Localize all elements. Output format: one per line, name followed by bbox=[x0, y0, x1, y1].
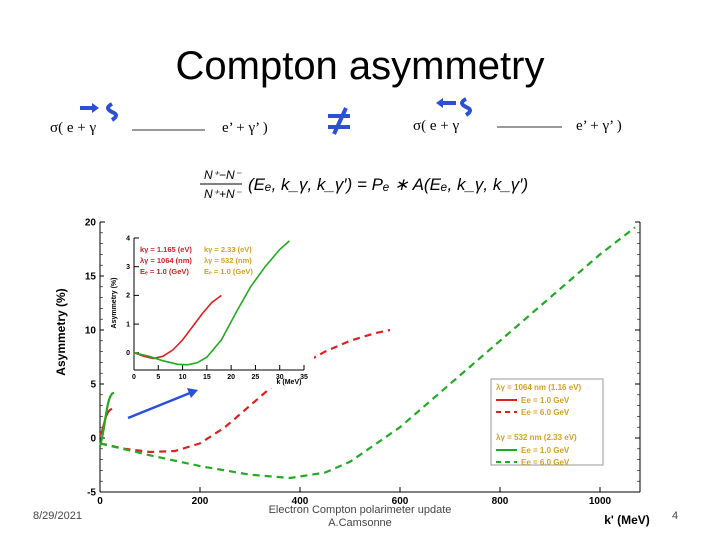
helicity-icon-left bbox=[80, 102, 118, 122]
footer-page-number: 4 bbox=[672, 510, 679, 522]
inset-xtick-label: 30 bbox=[276, 374, 284, 381]
inset-series-red bbox=[133, 294, 222, 360]
inset-xtick-label: 5 bbox=[156, 374, 160, 381]
main-xtick-label: 0 bbox=[97, 496, 103, 507]
footer-date: 8/29/2021 bbox=[33, 510, 82, 522]
legend-group2-item1: Ee = 1.0 GeV bbox=[521, 446, 570, 455]
slide-title: Compton asymmetry bbox=[175, 44, 545, 88]
legend-group2-item2: Ee = 6.0 GeV bbox=[521, 458, 570, 467]
inset-xtick-label: 10 bbox=[179, 374, 187, 381]
inset-ytick-label: 4 bbox=[126, 235, 130, 242]
inset-red-kg: kγ = 1.165 (eV) bbox=[140, 245, 192, 254]
legend-group1-item2: Ee = 6.0 GeV bbox=[521, 408, 570, 417]
inset-xtick-label: 20 bbox=[227, 374, 235, 381]
formula-numerator: N⁺−N⁻ bbox=[204, 168, 243, 182]
reaction-left-lhs: σ( e + γ bbox=[50, 120, 97, 136]
inset-green-kg: kγ = 2.33 (eV) bbox=[204, 245, 252, 254]
inset-xlabel: k (MeV) bbox=[277, 379, 302, 386]
main-ytick-label: 0 bbox=[90, 433, 96, 444]
inset-ytick-label: 0 bbox=[126, 350, 130, 357]
inset-xtick-label: 15 bbox=[203, 374, 211, 381]
inset-ylabel: Asymmetry (%) bbox=[111, 278, 118, 329]
inset-background bbox=[104, 228, 314, 388]
formula-denominator: N⁺+N⁻ bbox=[204, 187, 243, 201]
main-xtick-label: 400 bbox=[292, 496, 309, 507]
main-xtick-label: 200 bbox=[192, 496, 209, 507]
inset-ytick-label: 2 bbox=[126, 293, 130, 300]
main-series-red-dashed bbox=[99, 328, 391, 454]
inset-ytick-label: 1 bbox=[126, 321, 130, 328]
footer-center: Electron Compton polarimeter update A.Ca… bbox=[260, 504, 460, 530]
legend-group2-title: λγ = 532 nm (2.33 eV) bbox=[496, 433, 577, 442]
inset-xtick-label: 25 bbox=[252, 374, 260, 381]
not-equal-icon bbox=[328, 107, 350, 135]
inset-chart: 0 1 2 3 4 0 5 10 15 20 25 30 35 Asymmetry (%) k (MeV… bbox=[104, 228, 314, 388]
asymmetry-formula: N⁺−N⁻ N⁺+N⁻ (Eₑ, k_γ, k_γ′) = Pₑ ∗ A(Eₑ,… bbox=[200, 168, 528, 201]
inset-green-ee: Eₑ = 1.0 (GeV) bbox=[204, 267, 253, 276]
zoom-arrow-head bbox=[187, 388, 198, 398]
inset-xtick-label: 35 bbox=[300, 374, 308, 381]
footer-center-line1: Electron Compton polarimeter update bbox=[268, 504, 452, 516]
inset-red-lambda: λγ = 1064 (nm) bbox=[140, 256, 192, 265]
formula-rhs: (Eₑ, k_γ, k_γ′) = Pₑ ∗ A(Eₑ, k_γ, k_γ′) bbox=[248, 175, 528, 194]
helicity-icon-right bbox=[436, 97, 472, 117]
footer-center-line2: A.Camsonne bbox=[328, 517, 392, 529]
main-ytick-label: 15 bbox=[85, 271, 97, 282]
reaction-left-rhs: e’ + γ’ ) bbox=[222, 120, 268, 136]
main-xlabel: k' (MeV) bbox=[604, 513, 650, 527]
inset-ytick-label: 3 bbox=[126, 264, 130, 271]
inset-red-ee: Eₑ = 1.0 (GeV) bbox=[140, 267, 189, 276]
main-ytick-label: -5 bbox=[87, 487, 96, 498]
reaction-right-rhs: e’ + γ’ ) bbox=[576, 118, 622, 134]
inset-green-lambda: λγ = 532 (nm) bbox=[204, 256, 252, 265]
main-legend: λγ = 1064 nm (1.16 eV) Ee = 1.0 GeV Ee =… bbox=[490, 378, 604, 467]
legend-group1-item1: Ee = 1.0 GeV bbox=[521, 396, 570, 405]
main-series-green bbox=[98, 391, 115, 447]
legend-group1-title: λγ = 1064 nm (1.16 eV) bbox=[496, 383, 582, 392]
main-ylabel: Asymmetry (%) bbox=[55, 288, 68, 375]
main-xtick-label: 1000 bbox=[589, 496, 612, 507]
main-ytick-label: 10 bbox=[85, 325, 97, 336]
inset-xtick-label: 0 bbox=[132, 374, 136, 381]
zoom-arrow bbox=[127, 391, 191, 420]
main-xtick-label: 800 bbox=[492, 496, 509, 507]
main-ytick-label: 20 bbox=[85, 217, 97, 228]
main-xtick-label: 600 bbox=[392, 496, 409, 507]
inset-series-green bbox=[133, 240, 290, 366]
main-series-green-dashed bbox=[99, 226, 636, 480]
reaction-right-lhs: σ( e + γ bbox=[413, 118, 460, 134]
main-ytick-label: 5 bbox=[90, 379, 96, 390]
